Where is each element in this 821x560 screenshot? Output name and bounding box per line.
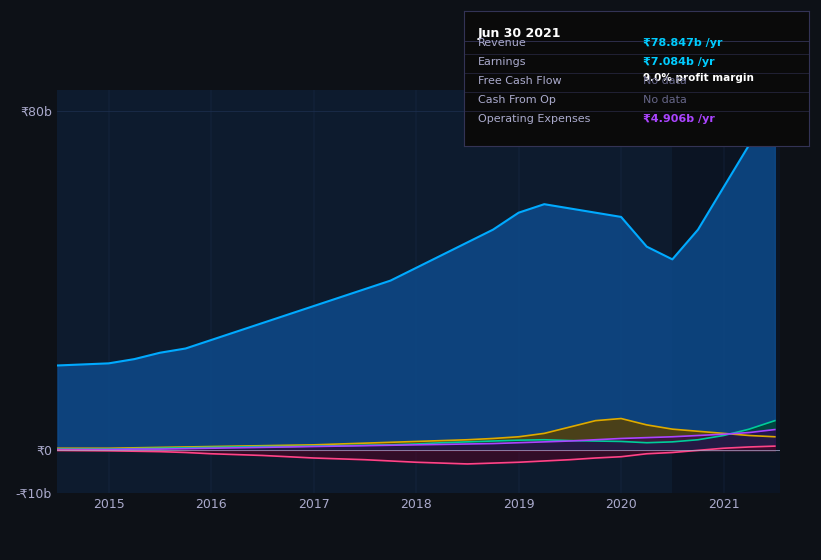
Text: ₹7.084b /yr: ₹7.084b /yr: [643, 57, 715, 67]
Text: Operating Expenses: Operating Expenses: [478, 114, 590, 124]
Text: Jun 30 2021: Jun 30 2021: [478, 27, 562, 40]
Bar: [672, 90, 785, 493]
Text: Cash From Op: Cash From Op: [478, 95, 556, 105]
Text: ₹4.906b /yr: ₹4.906b /yr: [643, 114, 715, 124]
Text: No data: No data: [643, 76, 687, 86]
Text: No data: No data: [643, 95, 687, 105]
Text: ₹78.847b /yr: ₹78.847b /yr: [643, 39, 722, 49]
Text: Free Cash Flow: Free Cash Flow: [478, 76, 562, 86]
Text: Earnings: Earnings: [478, 57, 526, 67]
Text: 9.0% profit margin: 9.0% profit margin: [643, 73, 754, 83]
Text: Revenue: Revenue: [478, 39, 526, 49]
